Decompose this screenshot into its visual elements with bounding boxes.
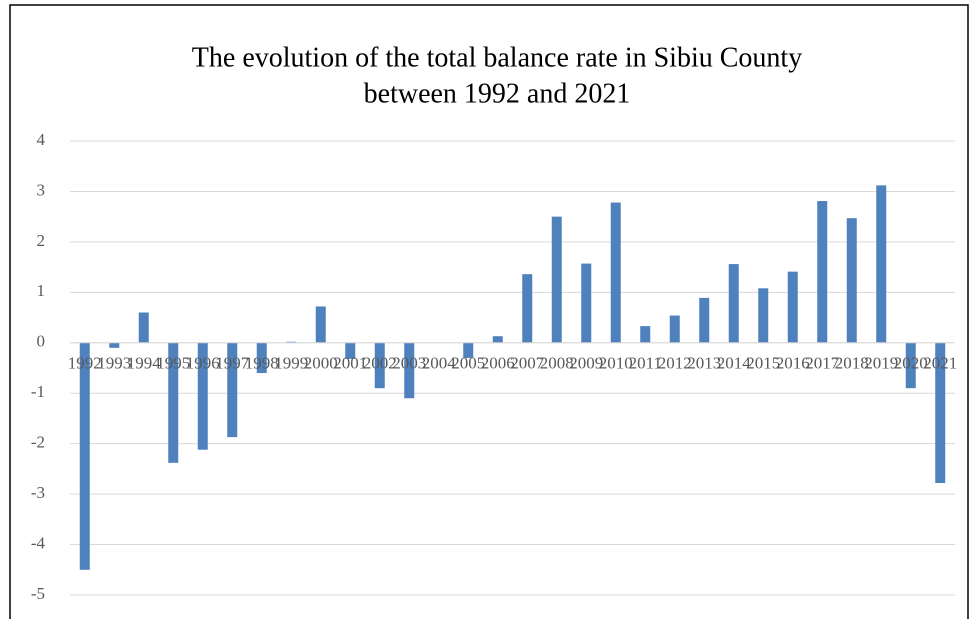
y-tick-label: -2 bbox=[31, 433, 45, 452]
y-tick-label: 1 bbox=[37, 281, 46, 300]
x-tick-label: 2008 bbox=[540, 354, 574, 373]
x-tick-label: 2018 bbox=[835, 354, 869, 373]
y-tick-label: -5 bbox=[31, 584, 45, 603]
bar bbox=[404, 342, 415, 399]
x-tick-label: 1992 bbox=[68, 354, 102, 373]
chart-title: The evolution of the total balance rate … bbox=[192, 42, 802, 73]
bar bbox=[374, 342, 385, 389]
x-tick-label: 2019 bbox=[864, 354, 898, 373]
x-tick-label: 1994 bbox=[127, 354, 162, 373]
x-tick-label: 2011 bbox=[629, 354, 662, 373]
x-tick-label: 2006 bbox=[481, 354, 515, 373]
bar bbox=[640, 326, 651, 343]
bar bbox=[846, 218, 857, 343]
bar bbox=[138, 312, 149, 343]
bar bbox=[699, 297, 710, 343]
bar bbox=[758, 288, 769, 343]
x-tick-label: 1998 bbox=[245, 354, 279, 373]
x-tick-label: 2013 bbox=[687, 354, 721, 373]
y-tick-label: 4 bbox=[37, 130, 46, 149]
y-tick-label: -4 bbox=[31, 533, 46, 552]
bar bbox=[168, 342, 179, 463]
y-tick-label: -1 bbox=[31, 382, 45, 401]
x-tick-label: 1995 bbox=[156, 354, 190, 373]
bar bbox=[581, 263, 592, 343]
x-tick-label: 1996 bbox=[186, 354, 220, 373]
y-tick-label: 0 bbox=[37, 332, 46, 351]
x-tick-label: 2021 bbox=[923, 354, 957, 373]
bar bbox=[463, 342, 474, 358]
x-tick-label: 1999 bbox=[274, 354, 308, 373]
bar bbox=[109, 342, 120, 348]
bar bbox=[669, 315, 680, 343]
x-tick-label: 2017 bbox=[805, 354, 840, 373]
bar bbox=[787, 271, 798, 343]
x-tick-label: 2003 bbox=[392, 354, 426, 373]
y-tick-label: 3 bbox=[37, 180, 46, 199]
x-tick-label: 2005 bbox=[451, 354, 485, 373]
bar bbox=[197, 342, 208, 450]
x-tick-label: 2009 bbox=[569, 354, 603, 373]
y-tick-label: -3 bbox=[31, 483, 45, 502]
bar bbox=[610, 202, 621, 343]
x-tick-label: 1993 bbox=[97, 354, 131, 373]
bar bbox=[876, 185, 887, 343]
bar bbox=[227, 342, 238, 438]
x-tick-label: 2014 bbox=[717, 354, 752, 373]
bar bbox=[315, 306, 326, 343]
x-tick-label: 2010 bbox=[599, 354, 633, 373]
bar bbox=[345, 342, 356, 359]
bar bbox=[522, 274, 533, 343]
chart-border bbox=[9, 4, 969, 619]
bar bbox=[728, 264, 739, 343]
x-tick-label: 2000 bbox=[304, 354, 338, 373]
x-tick-label: 1997 bbox=[215, 354, 250, 373]
y-tick-label: 2 bbox=[37, 231, 46, 250]
bar bbox=[286, 341, 297, 343]
bar bbox=[79, 342, 90, 570]
bar bbox=[256, 342, 267, 374]
bar bbox=[905, 342, 916, 389]
chart-title: between 1992 and 2021 bbox=[364, 78, 631, 109]
bar bbox=[492, 336, 503, 343]
x-tick-label: 2007 bbox=[510, 354, 545, 373]
x-tick-label: 2012 bbox=[658, 354, 692, 373]
x-tick-label: 2004 bbox=[422, 354, 457, 373]
x-tick-label: 2002 bbox=[363, 354, 397, 373]
x-tick-label: 2020 bbox=[894, 354, 928, 373]
x-tick-label: 2001 bbox=[333, 354, 367, 373]
bar bbox=[935, 342, 946, 484]
x-tick-label: 2016 bbox=[776, 354, 810, 373]
x-tick-label: 2015 bbox=[746, 354, 780, 373]
bar bbox=[551, 216, 562, 343]
bar bbox=[817, 201, 828, 343]
